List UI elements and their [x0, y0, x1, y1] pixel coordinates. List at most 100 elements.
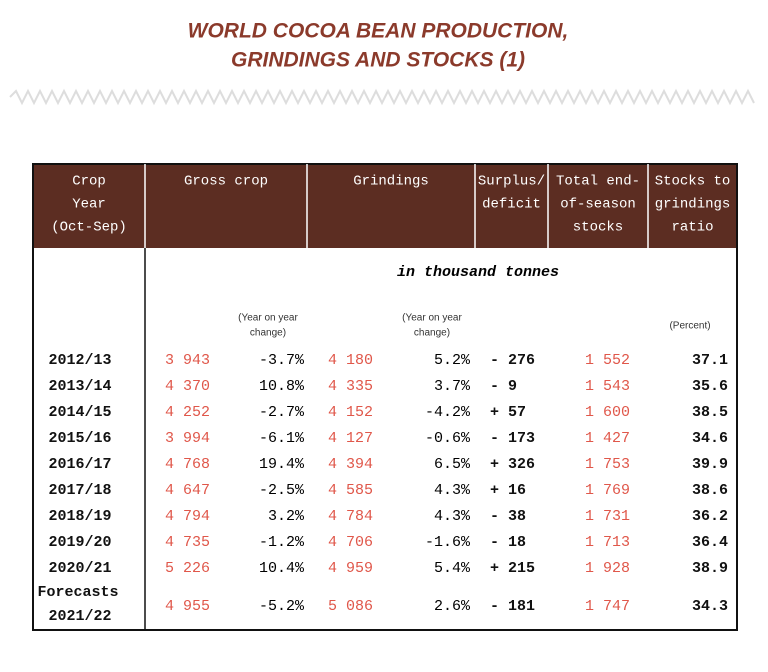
header-cell: ratio: [671, 220, 713, 236]
cell: 2016/17: [48, 456, 111, 473]
cell: 1 753: [585, 456, 630, 473]
cell: 4 955: [165, 598, 210, 615]
note: (Year on year: [238, 313, 298, 324]
cell: 4.3%: [434, 508, 471, 525]
cell: 4 768: [165, 456, 210, 473]
cell: 5 226: [165, 560, 210, 577]
cell: 39.9: [692, 456, 728, 473]
table-border: [32, 163, 738, 631]
cell: 4 152: [328, 404, 373, 421]
cell: + 57: [490, 404, 526, 421]
cell: 4 794: [165, 508, 210, 525]
cell: -3.7%: [259, 352, 305, 369]
cell: 4 252: [165, 404, 210, 421]
cell: 4 706: [328, 534, 373, 551]
cell: 34.3: [692, 598, 728, 615]
cell: 34.6: [692, 430, 728, 447]
cell: 4 959: [328, 560, 373, 577]
header-cell: deficit: [482, 197, 541, 213]
cell: 2020/21: [48, 560, 111, 577]
header-band: [33, 164, 737, 248]
header-cell: Grindings: [353, 174, 429, 190]
forecast-label: Forecasts: [37, 584, 118, 601]
cell: 4 784: [328, 508, 373, 525]
cell: 5.4%: [434, 560, 471, 577]
cell: 2019/20: [48, 534, 111, 551]
note: (Percent): [669, 321, 710, 332]
cell: 5 086: [328, 598, 373, 615]
cell: 1 427: [585, 430, 630, 447]
cell: 2012/13: [48, 352, 111, 369]
cell: 35.6: [692, 378, 728, 395]
cell: 10.8%: [259, 378, 305, 395]
cell: 3.2%: [268, 508, 305, 525]
cell: 1 747: [585, 598, 630, 615]
header-cell: (Oct-Sep): [51, 220, 127, 236]
cell: 4 647: [165, 482, 210, 499]
cell: 38.5: [692, 404, 728, 421]
cell: 1 731: [585, 508, 630, 525]
cell: -1.6%: [425, 534, 471, 551]
cell: 10.4%: [259, 560, 305, 577]
cell: 2015/16: [48, 430, 111, 447]
header-cell: Year: [72, 197, 106, 213]
cell: - 173: [490, 430, 535, 447]
cell: -2.7%: [259, 404, 305, 421]
cell: 4 735: [165, 534, 210, 551]
header-cell: Crop: [72, 174, 106, 190]
cell: 1 543: [585, 378, 630, 395]
cell: 1 713: [585, 534, 630, 551]
note: change): [414, 328, 450, 339]
title: WORLD COCOA BEAN PRODUCTION,: [188, 20, 569, 43]
cell: -0.6%: [425, 430, 471, 447]
cell: 6.5%: [434, 456, 471, 473]
cell: - 38: [490, 508, 526, 525]
cell: 2013/14: [48, 378, 111, 395]
cell: + 326: [490, 456, 535, 473]
cell: -1.2%: [259, 534, 305, 551]
cell: 1 928: [585, 560, 630, 577]
cell: 38.6: [692, 482, 728, 499]
cell: 2018/19: [48, 508, 111, 525]
cell: 3 994: [165, 430, 210, 447]
header-cell: grindings: [655, 197, 731, 213]
header-cell: of-season: [560, 197, 636, 213]
cell: 36.4: [692, 534, 728, 551]
header-cell: stocks: [573, 220, 623, 236]
cell: 2014/15: [48, 404, 111, 421]
cell: -4.2%: [425, 404, 471, 421]
cell: 4 585: [328, 482, 373, 499]
cell: -6.1%: [259, 430, 305, 447]
cell: - 276: [490, 352, 535, 369]
cell: - 9: [490, 378, 517, 395]
cell: 38.9: [692, 560, 728, 577]
cell: 4 180: [328, 352, 373, 369]
cell: 2.6%: [434, 598, 471, 615]
cell: - 181: [490, 598, 535, 615]
cell: 2017/18: [48, 482, 111, 499]
cell: 4 394: [328, 456, 373, 473]
cell: - 18: [490, 534, 526, 551]
cell: + 16: [490, 482, 526, 499]
cell: 1 552: [585, 352, 630, 369]
cell: 4 335: [328, 378, 373, 395]
cell: 4 370: [165, 378, 210, 395]
cell: 1 769: [585, 482, 630, 499]
cell: 5.2%: [434, 352, 471, 369]
header-cell: Gross crop: [184, 174, 268, 190]
decor-zigzag: [9, 88, 755, 106]
cell: 36.2: [692, 508, 728, 525]
cell: 4.3%: [434, 482, 471, 499]
cell: 19.4%: [259, 456, 305, 473]
cell: 3 943: [165, 352, 210, 369]
header-cell: Total end-: [556, 174, 640, 190]
cell: 2021/22: [48, 608, 111, 625]
note: change): [250, 328, 286, 339]
header-cell: Stocks to: [655, 174, 731, 190]
title: GRINDINGS AND STOCKS (1): [231, 49, 525, 72]
cell: 37.1: [692, 352, 728, 369]
cell: + 215: [490, 560, 535, 577]
note: (Year on year: [402, 313, 462, 324]
cell: -2.5%: [259, 482, 305, 499]
